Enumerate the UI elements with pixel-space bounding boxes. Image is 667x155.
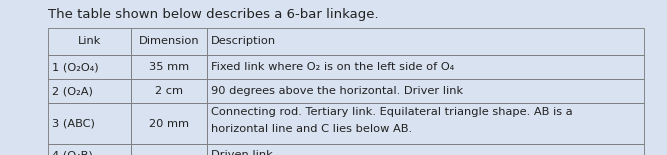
Bar — [207, 79, 644, 103]
Text: 2 cm: 2 cm — [155, 86, 183, 96]
Bar — [207, 144, 644, 155]
Text: horizontal line and C lies below AB.: horizontal line and C lies below AB. — [211, 124, 412, 134]
Text: Fixed link where O₂ is on the left side of O₄: Fixed link where O₂ is on the left side … — [211, 62, 454, 72]
Bar — [48, 103, 131, 144]
Bar — [207, 28, 644, 55]
Text: 20 mm: 20 mm — [149, 119, 189, 129]
Text: Driven link: Driven link — [211, 150, 273, 155]
Bar — [131, 28, 207, 55]
Bar — [207, 103, 644, 144]
Text: Link: Link — [78, 36, 101, 46]
Text: 2 (O₂A): 2 (O₂A) — [52, 86, 93, 96]
Bar — [131, 79, 207, 103]
Text: 3 (ABC): 3 (ABC) — [52, 119, 95, 129]
Text: Connecting rod. Tertiary link. Equilateral triangle shape. AB is a: Connecting rod. Tertiary link. Equilater… — [211, 107, 572, 117]
Bar — [207, 55, 644, 79]
Text: 90 degrees above the horizontal. Driver link: 90 degrees above the horizontal. Driver … — [211, 86, 463, 96]
Bar — [131, 144, 207, 155]
Text: 4 (O₄B): 4 (O₄B) — [52, 150, 93, 155]
Text: 35 mm: 35 mm — [149, 62, 189, 72]
Bar — [48, 144, 131, 155]
Bar — [48, 79, 131, 103]
Bar — [131, 103, 207, 144]
Text: Description: Description — [211, 36, 276, 46]
Text: Dimension: Dimension — [139, 36, 199, 46]
Bar — [48, 55, 131, 79]
Text: The table shown below describes a 6-bar linkage.: The table shown below describes a 6-bar … — [48, 8, 379, 21]
Text: 1 (O₂O₄): 1 (O₂O₄) — [52, 62, 99, 72]
Bar — [48, 28, 131, 55]
Bar — [131, 55, 207, 79]
